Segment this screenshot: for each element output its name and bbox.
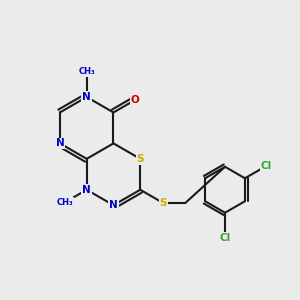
Text: N: N	[82, 185, 91, 195]
Text: CH₃: CH₃	[57, 198, 73, 207]
Text: N: N	[82, 92, 91, 102]
Text: N: N	[109, 200, 118, 210]
Text: O: O	[131, 95, 140, 105]
Text: Cl: Cl	[261, 161, 272, 171]
Text: S: S	[159, 198, 167, 208]
Text: CH₃: CH₃	[78, 68, 95, 76]
Text: S: S	[136, 154, 144, 164]
Text: Cl: Cl	[219, 233, 231, 243]
Text: N: N	[56, 138, 64, 148]
